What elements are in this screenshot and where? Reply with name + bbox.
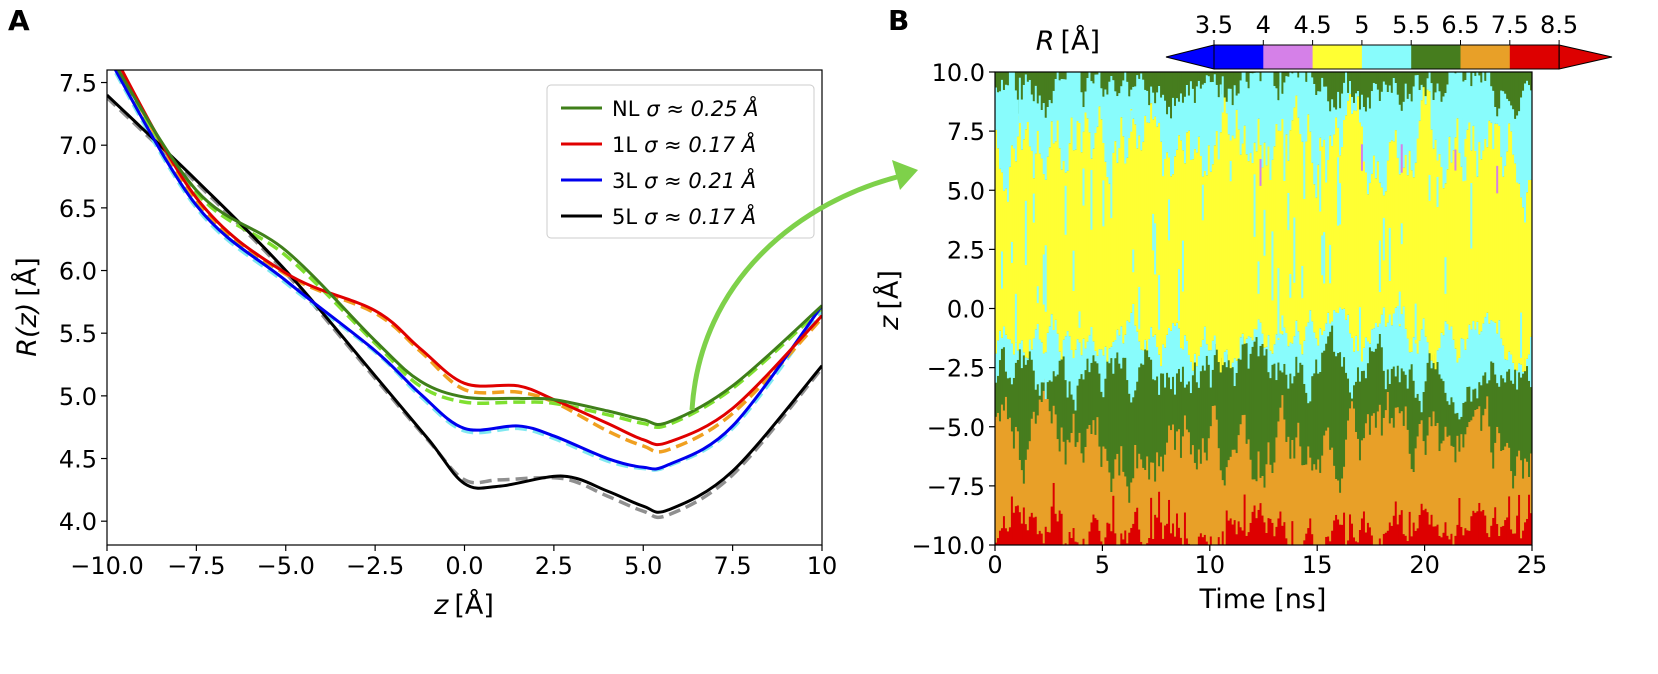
x-axis-label-b: Time [ns] <box>1199 584 1327 615</box>
cbar-var: R <box>1036 26 1055 57</box>
x-tick-label: 15 <box>1302 551 1333 579</box>
y-tick-label: 6.0 <box>59 258 97 286</box>
colorbar-tick-label: 7.5 <box>1491 11 1529 39</box>
cbar-unit: [Å] <box>1060 25 1100 57</box>
x-tick-label: 10 <box>1195 551 1226 579</box>
legend-sigma: σ ≈ 0.17 Å <box>644 131 756 157</box>
x-tick-label: 2.5 <box>535 552 573 580</box>
x-tick-label: 0.0 <box>445 552 483 580</box>
panel-b: B 0 5 10 15 20 25 −10.0 −7.5 −5.0 −2.5 0.0 2.5 5.0 7.… <box>873 4 1612 615</box>
legend-entry-5l: 5L σ ≈ 0.17 Å <box>612 203 756 229</box>
x-tick-label: 25 <box>1517 551 1548 579</box>
y-tick-label: −7.5 <box>927 473 985 501</box>
legend-sigma: σ ≈ 0.25 Å <box>646 95 758 121</box>
colorbar-tick-label: 5 <box>1354 11 1369 39</box>
legend-sigma: σ ≈ 0.17 Å <box>644 203 756 229</box>
x-tick-label: 0 <box>987 551 1002 579</box>
colorbar-tick-label: 5.5 <box>1392 11 1430 39</box>
y-tick-label: 10.0 <box>932 59 985 87</box>
colorbar-bin <box>1411 45 1461 69</box>
y-unit: [Å] <box>11 257 43 297</box>
panel-a: A −10.0 −7.5 −5.0 −2.5 0.0 2.5 5.0 7.5 10 4.0 4.5 5… <box>8 4 837 621</box>
legend-entry-3l: 3L σ ≈ 0.21 Å <box>612 167 756 193</box>
x-tick-label: 7.5 <box>714 552 752 580</box>
colorbar-extend-low <box>1166 45 1214 69</box>
colorbar-bin <box>1461 45 1511 69</box>
y-unit: [Å] <box>873 270 905 310</box>
colorbar-tick-label: 8.5 <box>1540 11 1578 39</box>
x-tick-label: −10.0 <box>70 552 144 580</box>
x-tick-label: 10 <box>807 552 838 580</box>
colorbar-tick-label: 4.5 <box>1294 11 1332 39</box>
colorbar-tick-label: 4 <box>1256 11 1271 39</box>
y-tick-label: 2.5 <box>947 236 985 264</box>
x-tick-label: −5.0 <box>257 552 315 580</box>
y-tick-label: −5.0 <box>927 414 985 442</box>
colorbar-extend-high <box>1559 45 1612 69</box>
x-tick-label: 5 <box>1095 551 1110 579</box>
y-tick-label: 5.0 <box>947 177 985 205</box>
colorbar-bin <box>1362 45 1412 69</box>
colorbar-tick-label: 6.5 <box>1441 11 1479 39</box>
colorbar-bin <box>1214 45 1264 69</box>
x-tick-label: 20 <box>1409 551 1440 579</box>
y-var: R(z) <box>12 303 43 357</box>
legend-sigma: σ ≈ 0.21 Å <box>644 167 756 193</box>
y-axis-label-b: z [Å] <box>873 270 905 331</box>
legend-name: 1L <box>612 133 637 157</box>
heatmap <box>995 53 1533 563</box>
y-var: z <box>874 315 905 331</box>
legend-name: 5L <box>612 205 637 229</box>
colorbar: 3.5 4 4.5 5 5.5 6.5 7.5 8.5 <box>1166 11 1612 69</box>
panel-label-b: B <box>888 4 909 37</box>
y-tick-label: −10.0 <box>911 532 985 560</box>
y-tick-label: 5.5 <box>59 320 97 348</box>
x-tick-label: −2.5 <box>346 552 404 580</box>
x-tick-label: 5.0 <box>624 552 662 580</box>
y-tick-label: 4.5 <box>59 446 97 474</box>
y-tick-label: −2.5 <box>927 355 985 383</box>
colorbar-bin <box>1263 45 1313 69</box>
y-tick-label: 6.5 <box>59 195 97 223</box>
y-tick-label: 7.5 <box>59 70 97 98</box>
legend-name: 3L <box>612 169 637 193</box>
y-tick-label: 7.5 <box>947 118 985 146</box>
x-unit: [Å] <box>454 589 494 621</box>
x-axis-label-a: z[Å] <box>433 589 494 621</box>
legend-name: NL <box>612 97 640 121</box>
colorbar-bin <box>1313 45 1363 69</box>
y-tick-label: 0.0 <box>947 296 985 324</box>
panel-label-a: A <box>8 4 30 37</box>
y-tick-label: 7.0 <box>59 132 97 160</box>
legend-entry-1l: 1L σ ≈ 0.17 Å <box>612 131 756 157</box>
colorbar-label: R[Å] <box>1036 25 1100 57</box>
colorbar-tick-label: 3.5 <box>1195 11 1233 39</box>
y-tick-label: 5.0 <box>59 383 97 411</box>
y-axis-label-a: R(z) [Å] <box>11 257 43 357</box>
x-tick-label: −7.5 <box>167 552 225 580</box>
colorbar-bin <box>1510 45 1560 69</box>
y-tick-label: 4.0 <box>59 508 97 536</box>
x-var: z <box>433 590 449 621</box>
